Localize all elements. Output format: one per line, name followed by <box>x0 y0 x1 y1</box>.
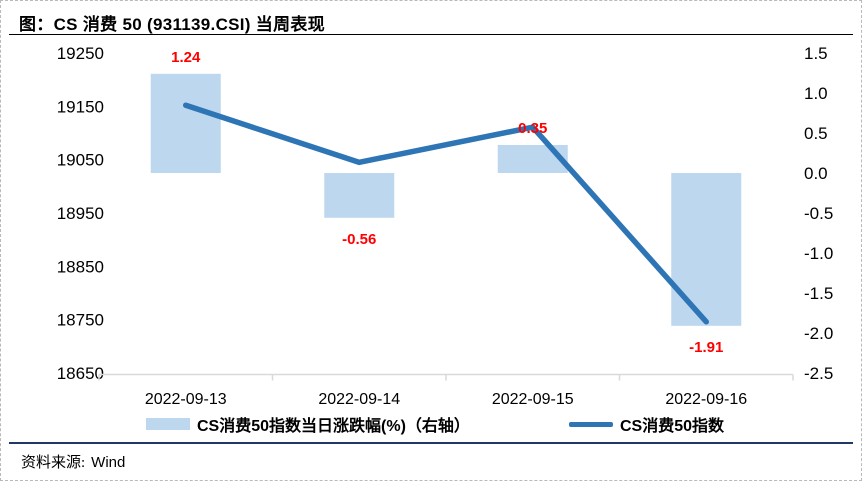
bar-value-label: 1.24 <box>171 49 201 66</box>
right-axis-tick-label: 1.5 <box>804 44 828 63</box>
right-axis-tick-label: -2.5 <box>804 364 833 383</box>
left-axis-tick-label: 19050 <box>57 151 104 170</box>
x-axis-category-label: 2022-09-16 <box>665 391 747 408</box>
left-axis-tick-label: 18750 <box>57 311 104 330</box>
right-axis-tick-label: 0.0 <box>804 164 828 183</box>
source-value: Wind <box>91 454 126 471</box>
index-line <box>183 102 709 325</box>
chart-title: 图：CS 消费 50 (931139.CSI) 当周表现 <box>19 15 325 34</box>
bar-legend-swatch <box>146 418 190 430</box>
source-label: 资料来源: <box>21 455 86 471</box>
bar-value-label: -1.91 <box>689 339 723 356</box>
right-axis-tick-label: 1.0 <box>804 84 828 103</box>
left-axis-tick-label: 19150 <box>57 97 104 116</box>
bar-2022-09-16 <box>671 173 742 326</box>
left-axis-tick-label: 18650 <box>57 364 104 383</box>
legend-label-bar-series: CS消费50指数当日涨跌幅(%)（右轴） <box>197 418 470 435</box>
left-axis-tick-label: 19250 <box>57 44 104 63</box>
bar-2022-09-14 <box>324 173 395 218</box>
bar-value-label: 0.35 <box>518 120 547 137</box>
left-axis-tick-label: 18950 <box>57 204 104 223</box>
right-axis-tick-label: 0.5 <box>804 124 828 143</box>
right-axis-tick-label: -0.5 <box>804 204 833 223</box>
x-axis-category-label: 2022-09-15 <box>492 391 574 408</box>
bar-2022-09-15 <box>497 145 568 173</box>
right-axis-tick-label: -1.5 <box>804 284 833 303</box>
legend-item-line-series: CS消费50指数 <box>569 414 725 435</box>
right-axis-tick-label: -2.0 <box>804 324 833 343</box>
title-divider <box>9 34 853 35</box>
footer-divider <box>9 442 853 444</box>
line-legend-swatch <box>569 421 613 427</box>
source-note: 资料来源: Wind <box>21 451 125 472</box>
bar-2022-09-13 <box>150 73 221 173</box>
x-axis-category-label: 2022-09-13 <box>145 391 227 408</box>
bar-value-label: -0.56 <box>342 231 376 248</box>
right-axis-tick-label: -1.0 <box>804 244 833 263</box>
x-axis-category-label: 2022-09-14 <box>318 391 400 408</box>
left-axis-tick-label: 18850 <box>57 257 104 276</box>
legend-item-bar-series: CS消费50指数当日涨跌幅(%)（右轴） <box>146 414 470 435</box>
legend-label-line-series: CS消费50指数 <box>620 418 725 435</box>
